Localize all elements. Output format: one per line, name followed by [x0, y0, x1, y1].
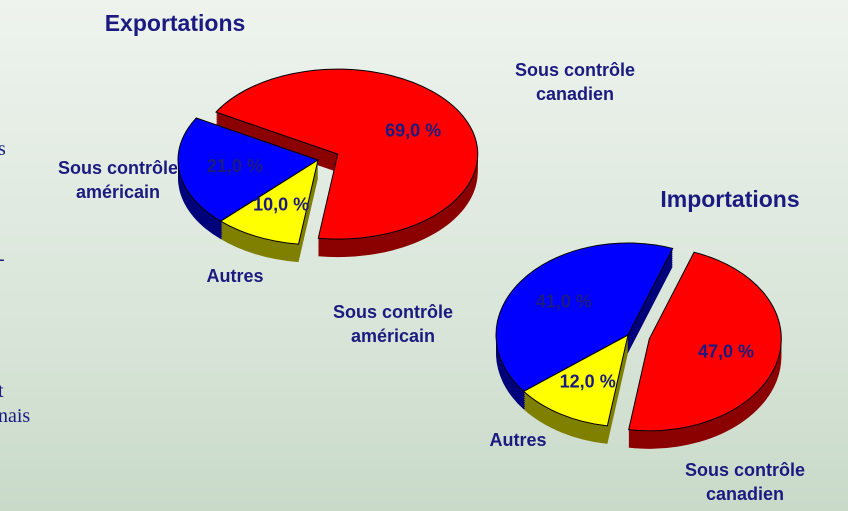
category-label: Sous contrôle américain	[332, 302, 453, 346]
category-label: Sous contrôle canadien	[684, 460, 805, 504]
value-label: 21,0 %	[207, 156, 263, 176]
category-label: Sous contrôle américain	[57, 158, 178, 202]
slice	[522, 334, 629, 427]
category-label: Sous contrôle canadien	[514, 60, 635, 104]
slice	[219, 158, 319, 245]
background-text: s	[0, 138, 6, 160]
slice	[177, 117, 320, 222]
value-label: 41,0 %	[536, 291, 592, 311]
value-label: 12,0 %	[560, 371, 616, 391]
background-text: t	[0, 380, 4, 402]
value-label: 10,0 %	[253, 195, 309, 215]
slice	[495, 242, 674, 392]
background-text: -	[0, 248, 5, 271]
background-text: nais	[0, 405, 31, 427]
slice	[628, 251, 782, 432]
category-label: Autres	[206, 266, 264, 286]
value-label: 47,0 %	[698, 341, 754, 361]
chart-title: Importations	[660, 186, 800, 212]
category-label: Autres	[489, 430, 547, 450]
value-label: 69,0 %	[385, 120, 441, 140]
slice	[215, 68, 479, 240]
chart-title: Exportations	[104, 10, 246, 36]
